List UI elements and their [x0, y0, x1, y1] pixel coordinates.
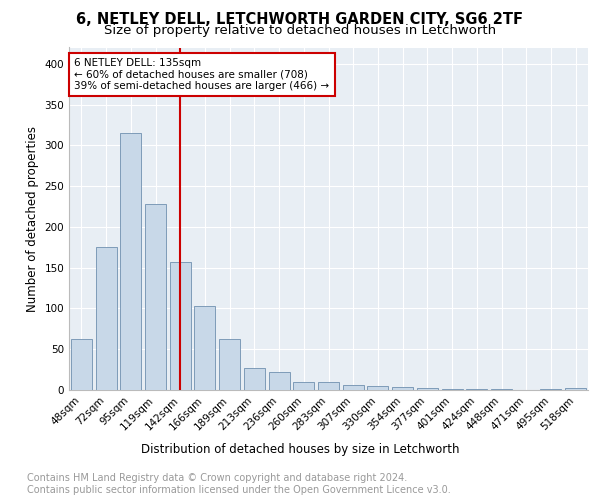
Bar — [442, 389, 463, 390]
Text: Contains HM Land Registry data © Crown copyright and database right 2024.
Contai: Contains HM Land Registry data © Crown c… — [27, 474, 451, 495]
Bar — [269, 372, 290, 390]
Bar — [343, 385, 364, 390]
Bar — [318, 382, 339, 390]
Bar — [367, 386, 388, 390]
Bar — [194, 306, 215, 390]
Bar — [293, 382, 314, 390]
Bar — [244, 368, 265, 390]
Bar — [565, 388, 586, 390]
Bar — [71, 340, 92, 390]
Bar — [541, 389, 562, 390]
Bar — [417, 388, 438, 390]
Bar — [392, 386, 413, 390]
Text: Size of property relative to detached houses in Letchworth: Size of property relative to detached ho… — [104, 24, 496, 37]
Bar — [170, 262, 191, 390]
Bar — [219, 340, 240, 390]
Bar — [95, 248, 116, 390]
Y-axis label: Number of detached properties: Number of detached properties — [26, 126, 39, 312]
Text: 6 NETLEY DELL: 135sqm
← 60% of detached houses are smaller (708)
39% of semi-det: 6 NETLEY DELL: 135sqm ← 60% of detached … — [74, 58, 329, 91]
Bar — [491, 389, 512, 390]
Bar — [145, 204, 166, 390]
Text: 6, NETLEY DELL, LETCHWORTH GARDEN CITY, SG6 2TF: 6, NETLEY DELL, LETCHWORTH GARDEN CITY, … — [77, 12, 523, 28]
Bar — [120, 133, 141, 390]
Bar — [466, 389, 487, 390]
Text: Distribution of detached houses by size in Letchworth: Distribution of detached houses by size … — [141, 442, 459, 456]
